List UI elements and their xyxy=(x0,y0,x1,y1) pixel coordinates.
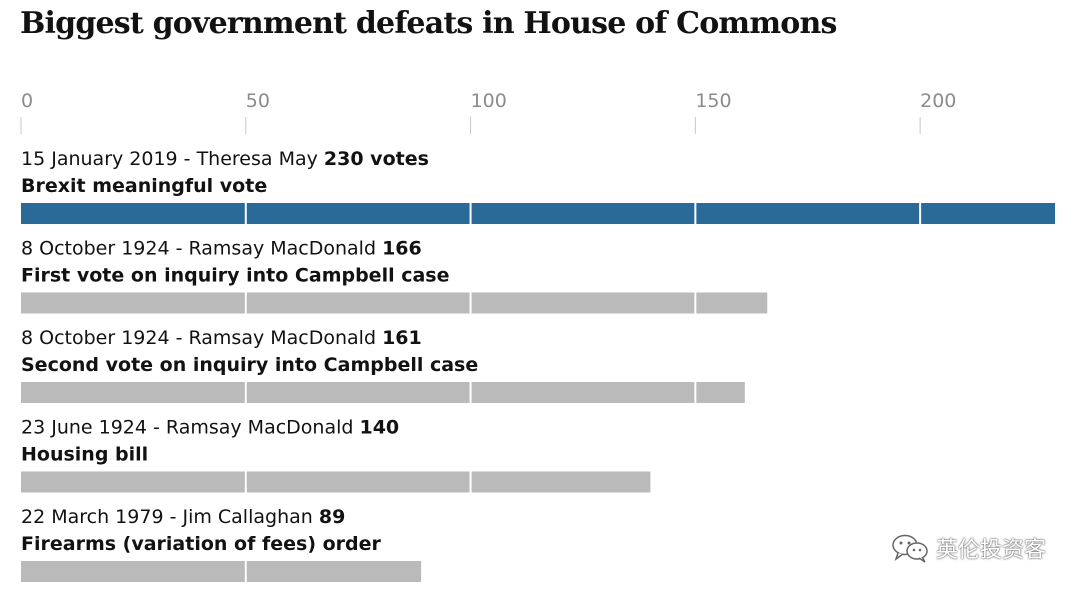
bar-label-date-pm: 22 March 1979 - Jim Callaghan xyxy=(21,506,319,528)
x-tick-label: 150 xyxy=(695,90,731,112)
bar-label-date: 15 January 2019 - Theresa May 230 votes xyxy=(21,148,429,170)
bar-label-date-pm: 8 October 1924 - Ramsay MacDonald xyxy=(21,238,382,260)
bar-label-date: 8 October 1924 - Ramsay MacDonald 161 xyxy=(21,327,422,349)
x-tick-label: 100 xyxy=(471,90,507,112)
bar-label-date: 22 March 1979 - Jim Callaghan 89 xyxy=(21,506,345,528)
bar xyxy=(21,382,745,403)
watermark-text: 英伦投资客 xyxy=(935,538,1046,563)
bar-label-date: 23 June 1924 - Ramsay MacDonald 140 xyxy=(21,417,399,439)
bar-label-description: Housing bill xyxy=(21,444,148,466)
bar-value-label: 166 xyxy=(382,238,422,260)
bar xyxy=(21,471,651,493)
bar-label-description: Second vote on inquiry into Campbell cas… xyxy=(21,354,478,376)
bar-label-date: 8 October 1924 - Ramsay MacDonald 166 xyxy=(21,238,422,260)
bar xyxy=(21,561,422,582)
bar-value-label: 89 xyxy=(319,506,345,528)
bar-label-description: First vote on inquiry into Campbell case xyxy=(21,265,450,287)
bar-label-description: Brexit meaningful vote xyxy=(21,175,267,197)
bar-label-description: Firearms (variation of fees) order xyxy=(21,533,382,555)
bar-label-date-pm: 8 October 1924 - Ramsay MacDonald xyxy=(21,327,382,349)
bar-value-label: 140 xyxy=(359,417,399,439)
x-tick-label: 0 xyxy=(21,90,33,112)
x-tick-label: 200 xyxy=(920,90,956,112)
x-tick-label: 50 xyxy=(246,90,270,112)
bar xyxy=(21,292,768,314)
bar-label-date-pm: 15 January 2019 - Theresa May xyxy=(21,148,324,170)
bar-label-date-pm: 23 June 1924 - Ramsay MacDonald xyxy=(21,417,359,439)
chart-title: Biggest government defeats in House of C… xyxy=(20,6,837,41)
watermark: 英伦投资客 xyxy=(890,532,1046,564)
bar xyxy=(21,203,1055,224)
wechat-icon xyxy=(890,533,930,563)
bar-value-label: 230 votes xyxy=(324,148,429,170)
bar-value-label: 161 xyxy=(382,327,422,349)
